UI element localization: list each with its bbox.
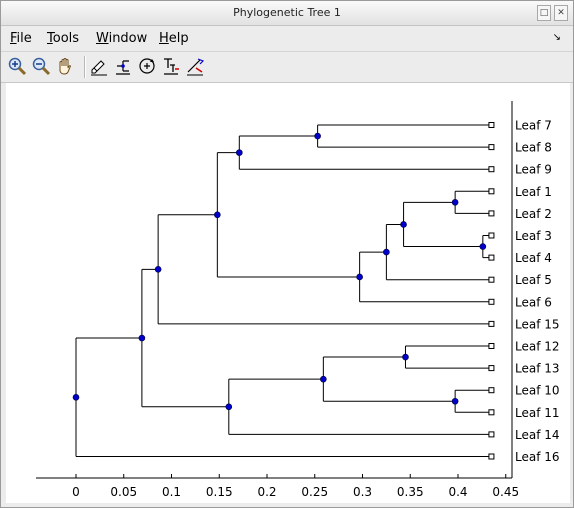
- menu-help[interactable]: Help: [159, 31, 189, 46]
- rotate-branch-icon[interactable]: [137, 56, 157, 76]
- branch-node: [225, 403, 233, 411]
- branch-node: [214, 211, 221, 219]
- branch-node: [138, 334, 146, 342]
- x-tick-label: 0.25: [301, 485, 328, 499]
- leaf-marker: [488, 144, 495, 151]
- zoom-in-icon[interactable]: [7, 56, 27, 76]
- leaf-label: Leaf 7: [515, 119, 552, 133]
- leaf-marker: [488, 166, 495, 173]
- branch-node: [236, 149, 243, 156]
- leaf-marker: [488, 276, 495, 283]
- branch-node: [320, 375, 327, 383]
- close-button[interactable]: ✕: [554, 5, 568, 21]
- x-tick-label: 0.2: [257, 485, 276, 499]
- x-tick-label: 0: [72, 485, 80, 499]
- leaf-marker: [488, 232, 495, 239]
- branch-node: [356, 273, 363, 281]
- x-tick-label: 0.45: [492, 485, 519, 499]
- x-tick-label: 0.15: [206, 485, 233, 499]
- menu-window[interactable]: Window: [96, 31, 148, 46]
- leaf-marker: [488, 431, 495, 438]
- x-tick-label: 0.1: [162, 485, 181, 499]
- leaf-label: Leaf 2: [515, 207, 552, 221]
- tree-canvas[interactable]: Leaf 7 Leaf 8 Leaf 9 Leaf 1 Leaf 2 Leaf 3 Leaf…: [6, 83, 570, 503]
- leaf-label: Leaf 9: [515, 163, 552, 177]
- leaf-label: Leaf 3: [515, 229, 552, 243]
- leaf-label: Leaf 11: [515, 406, 560, 420]
- leaf-marker: [488, 210, 495, 217]
- branch-node: [451, 397, 459, 405]
- menu-file[interactable]: File: [10, 31, 32, 46]
- leaf-marker: [488, 254, 495, 261]
- leaf-marker: [488, 365, 495, 372]
- menu-tools[interactable]: Tools: [47, 31, 80, 46]
- collapse-branch-icon[interactable]: [113, 56, 133, 76]
- branch-node: [479, 243, 487, 250]
- leaf-label: Leaf 13: [515, 362, 560, 376]
- leaf-label: Leaf 10: [515, 384, 560, 398]
- menu-bar: File Tools Window Help ↘: [1, 26, 573, 50]
- x-tick-label: 0.3: [353, 485, 372, 499]
- window-title: Phylogenetic Tree 1: [233, 6, 341, 19]
- x-tick-label: 0.4: [448, 485, 467, 499]
- prune-icon[interactable]: [185, 56, 205, 76]
- x-tick-label: 0.35: [397, 485, 424, 499]
- leaf-label: Leaf 12: [515, 340, 560, 354]
- branch-node: [402, 353, 409, 361]
- leaf-label: Leaf 16: [515, 450, 560, 464]
- x-tick-label: 0.05: [110, 485, 137, 499]
- phylogenetic-tree-plot[interactable]: Leaf 7 Leaf 8 Leaf 9 Leaf 1 Leaf 2 Leaf 3 Leaf…: [6, 83, 570, 503]
- leaf-label: Leaf 6: [515, 295, 552, 309]
- leaf-label: Leaf 1: [515, 185, 552, 199]
- leaf-marker: [488, 188, 495, 195]
- branch-node: [451, 199, 459, 206]
- leaf-label: Leaf 5: [515, 273, 552, 287]
- toolbar-separator: [84, 56, 86, 78]
- branch-node: [383, 248, 390, 256]
- leaf-label: Leaf 4: [515, 251, 552, 265]
- leaf-marker: [488, 320, 495, 327]
- branch-node: [154, 266, 162, 273]
- toolbar: [1, 51, 573, 83]
- pan-hand-icon[interactable]: [55, 56, 75, 76]
- leaf-label: Leaf 15: [515, 317, 560, 331]
- branch-node: [72, 393, 80, 401]
- leaf-marker: [488, 343, 495, 349]
- leaf-label: Leaf 8: [515, 141, 552, 155]
- branch-node: [314, 132, 321, 140]
- dock-arrow-icon[interactable]: ↘: [552, 32, 561, 43]
- leaf-marker: [488, 453, 495, 460]
- maximize-button[interactable]: □: [537, 5, 551, 21]
- leaf-marker: [488, 298, 495, 305]
- branch-node: [400, 221, 407, 228]
- rename-icon[interactable]: [161, 56, 181, 76]
- leaf-marker: [488, 387, 495, 394]
- title-bar[interactable]: Phylogenetic Tree 1 □ ✕: [1, 1, 573, 26]
- leaf-label: Leaf 14: [515, 428, 560, 442]
- edit-tree-icon[interactable]: [89, 56, 109, 76]
- leaf-marker: [488, 409, 495, 416]
- zoom-out-icon[interactable]: [31, 56, 51, 76]
- leaf-marker: [488, 122, 495, 128]
